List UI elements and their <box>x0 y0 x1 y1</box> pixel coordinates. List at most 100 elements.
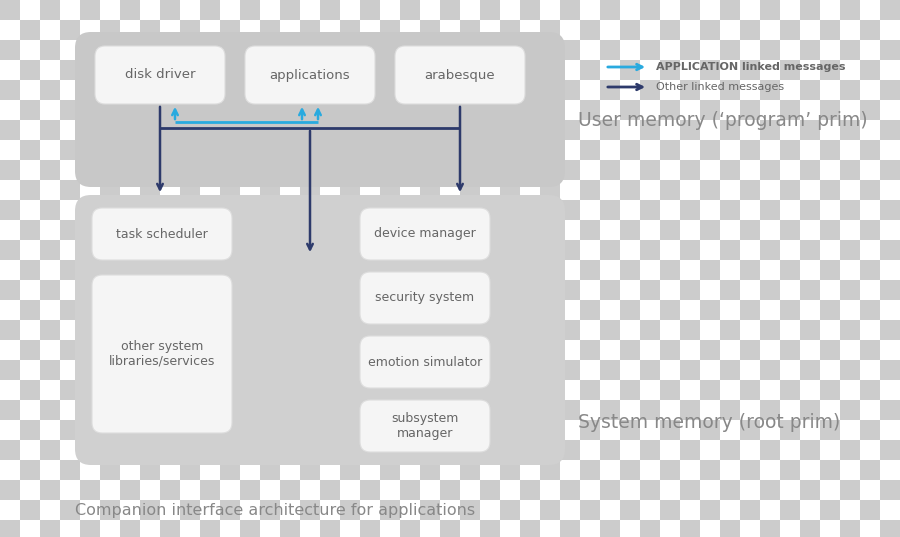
Bar <box>340 400 360 420</box>
Bar <box>20 380 40 400</box>
Bar <box>0 40 20 60</box>
Bar <box>220 320 240 340</box>
Bar <box>300 380 320 400</box>
Bar <box>60 120 80 140</box>
Bar <box>460 480 480 500</box>
Bar <box>800 320 820 340</box>
Text: System memory (root prim): System memory (root prim) <box>578 412 841 432</box>
Bar <box>780 180 800 200</box>
Bar <box>580 140 600 160</box>
Bar <box>520 140 540 160</box>
Bar <box>220 400 240 420</box>
Bar <box>220 40 240 60</box>
Bar <box>640 300 660 320</box>
Bar <box>400 340 420 360</box>
Bar <box>640 180 660 200</box>
Bar <box>60 460 80 480</box>
Bar <box>500 340 520 360</box>
Bar <box>880 460 900 480</box>
Bar <box>360 100 380 120</box>
Bar <box>340 160 360 180</box>
Bar <box>240 480 260 500</box>
Text: Companion interface architecture for applications: Companion interface architecture for app… <box>75 503 475 518</box>
Bar <box>120 20 140 40</box>
Bar <box>160 460 180 480</box>
Bar <box>460 520 480 537</box>
Bar <box>560 60 580 80</box>
Bar <box>800 100 820 120</box>
Bar <box>360 440 380 460</box>
Bar <box>160 300 180 320</box>
Bar <box>520 480 540 500</box>
Bar <box>400 320 420 340</box>
Bar <box>680 80 700 100</box>
Bar <box>800 40 820 60</box>
Bar <box>360 420 380 440</box>
Bar <box>40 360 60 380</box>
Bar <box>220 380 240 400</box>
Bar <box>440 300 460 320</box>
Bar <box>740 420 760 440</box>
Bar <box>800 0 820 20</box>
Bar <box>200 20 220 40</box>
Bar <box>580 440 600 460</box>
Bar <box>300 220 320 240</box>
Bar <box>820 100 840 120</box>
Bar <box>100 400 120 420</box>
Bar <box>560 300 580 320</box>
Bar <box>140 320 160 340</box>
Bar <box>640 20 660 40</box>
Bar <box>780 460 800 480</box>
Bar <box>760 80 780 100</box>
Bar <box>520 440 540 460</box>
Bar <box>660 300 680 320</box>
Bar <box>280 120 300 140</box>
Bar <box>200 380 220 400</box>
Bar <box>260 260 280 280</box>
Bar <box>580 320 600 340</box>
Bar <box>180 460 200 480</box>
Bar <box>460 40 480 60</box>
Bar <box>40 460 60 480</box>
Bar <box>700 380 720 400</box>
Bar <box>280 400 300 420</box>
Bar <box>840 400 860 420</box>
Bar <box>800 420 820 440</box>
Bar <box>880 60 900 80</box>
Bar <box>100 120 120 140</box>
Bar <box>200 220 220 240</box>
Bar <box>340 100 360 120</box>
Bar <box>240 80 260 100</box>
Bar <box>720 60 740 80</box>
Bar <box>240 300 260 320</box>
Bar <box>840 200 860 220</box>
Bar <box>340 320 360 340</box>
Bar <box>120 360 140 380</box>
Bar <box>820 460 840 480</box>
Bar <box>560 380 580 400</box>
Bar <box>620 340 640 360</box>
Bar <box>0 240 20 260</box>
Bar <box>120 120 140 140</box>
Bar <box>740 440 760 460</box>
Bar <box>60 80 80 100</box>
Bar <box>340 200 360 220</box>
Bar <box>460 220 480 240</box>
Bar <box>200 320 220 340</box>
Bar <box>660 260 680 280</box>
Bar <box>240 160 260 180</box>
Bar <box>540 320 560 340</box>
Bar <box>160 120 180 140</box>
Bar <box>100 300 120 320</box>
Bar <box>540 400 560 420</box>
Bar <box>160 380 180 400</box>
Bar <box>160 360 180 380</box>
Bar <box>40 380 60 400</box>
Bar <box>620 40 640 60</box>
Bar <box>120 520 140 537</box>
Bar <box>380 320 400 340</box>
Bar <box>100 340 120 360</box>
Bar <box>660 80 680 100</box>
Bar <box>780 280 800 300</box>
Bar <box>680 500 700 520</box>
